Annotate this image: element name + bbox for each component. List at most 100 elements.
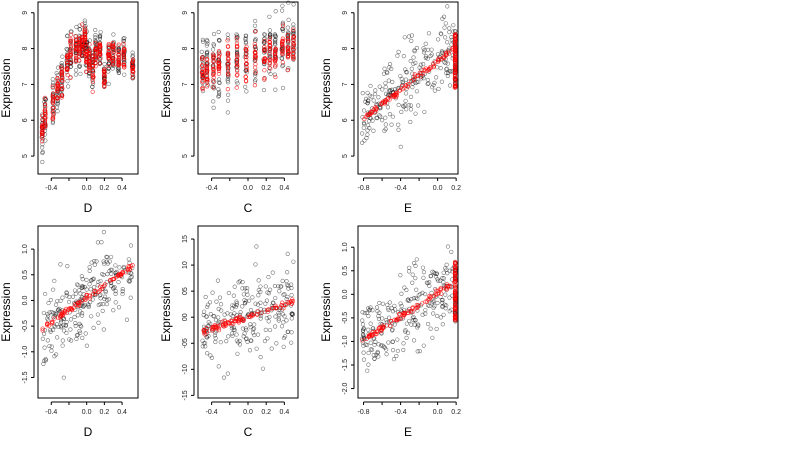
observed-point <box>253 18 258 24</box>
observed-point <box>50 77 55 82</box>
fitted-point <box>55 89 60 94</box>
observed-point <box>64 330 69 336</box>
y-tick-label: -15 <box>182 390 189 400</box>
observed-point <box>90 84 95 89</box>
observed-point <box>379 330 384 336</box>
observed-point <box>409 33 415 38</box>
y-tick-label: 0.0 <box>22 295 29 305</box>
observed-point <box>245 286 250 291</box>
observed-point <box>216 315 221 320</box>
observed-point <box>72 288 78 293</box>
observed-point <box>93 33 98 38</box>
observed-point <box>408 119 413 125</box>
fitted-point <box>267 57 273 63</box>
observed-point <box>286 65 291 71</box>
fitted-point <box>222 319 227 324</box>
observed-point <box>40 336 45 341</box>
observed-point <box>429 47 434 52</box>
fitted-point <box>255 309 260 314</box>
observed-point <box>430 299 436 305</box>
fitted-point <box>216 71 222 77</box>
x-tick-label: 0.2 <box>451 185 461 192</box>
observed-point <box>384 317 389 323</box>
observed-point <box>208 312 213 317</box>
observed-point <box>200 338 205 343</box>
observed-point <box>50 120 55 126</box>
fitted-point <box>268 66 273 71</box>
fitted-point <box>122 47 127 52</box>
fitted-point <box>406 308 411 314</box>
fitted-point <box>200 78 205 84</box>
fitted-point <box>79 22 85 27</box>
observed-point <box>390 339 395 344</box>
fitted-point <box>116 48 121 54</box>
observed-point <box>66 299 72 305</box>
observed-point <box>79 285 84 290</box>
observed-point <box>107 268 112 274</box>
observed-point <box>255 332 261 337</box>
observed-point <box>425 81 430 87</box>
observed-point <box>230 303 235 308</box>
observed-point <box>73 323 78 329</box>
observed-point <box>365 132 370 137</box>
fitted-point <box>68 60 73 65</box>
fitted-point <box>121 56 126 61</box>
fitted-point <box>452 45 458 51</box>
fitted-point <box>82 41 88 46</box>
fitted-point <box>423 299 428 304</box>
x-tick-label: 0.2 <box>261 409 271 416</box>
observed-point <box>248 325 253 330</box>
fitted-point <box>226 56 231 61</box>
fitted-point <box>40 135 45 140</box>
observed-point <box>441 276 446 281</box>
observed-point <box>104 302 109 307</box>
observed-point <box>386 315 392 320</box>
observed-point <box>447 295 452 300</box>
fitted-point <box>82 38 88 43</box>
observed-point <box>435 277 440 282</box>
observed-point <box>291 49 296 55</box>
observed-point <box>409 66 414 71</box>
fitted-point <box>60 78 65 83</box>
fitted-point <box>418 74 423 79</box>
observed-point <box>106 81 111 86</box>
observed-point <box>75 313 80 318</box>
observed-point <box>280 8 285 13</box>
observed-point <box>216 364 221 369</box>
fitted-point <box>244 54 249 60</box>
fitted-point <box>443 286 449 291</box>
observed-point <box>211 105 216 110</box>
observed-point <box>79 274 84 279</box>
observed-point <box>77 64 82 69</box>
observed-point <box>377 84 382 89</box>
fitted-point <box>453 315 458 320</box>
observed-point <box>41 361 46 366</box>
y-tick-label: 0.0 <box>342 289 349 299</box>
observed-point <box>250 330 256 335</box>
y-tick-label: -1.0 <box>22 346 29 358</box>
fitted-point <box>102 73 107 78</box>
fitted-point <box>87 48 92 53</box>
observed-point <box>73 72 79 77</box>
observed-point <box>50 80 56 85</box>
observed-point <box>396 127 401 132</box>
x-tick-label: -0.4 <box>206 409 218 416</box>
observed-point <box>401 104 406 109</box>
fitted-point <box>444 52 449 58</box>
observed-point <box>417 349 422 354</box>
observed-point <box>387 300 392 305</box>
observed-point <box>129 271 134 276</box>
observed-point <box>435 313 440 319</box>
fitted-point <box>202 332 207 337</box>
observed-point <box>285 251 290 256</box>
observed-point <box>441 280 446 285</box>
observed-point <box>263 327 268 332</box>
observed-point <box>49 344 54 349</box>
observed-point <box>41 331 47 336</box>
observed-point <box>232 311 237 316</box>
observed-point <box>248 307 254 313</box>
observed-point <box>256 288 261 293</box>
observed-point <box>217 295 223 300</box>
fitted-point <box>68 44 74 50</box>
observed-point <box>105 261 110 266</box>
